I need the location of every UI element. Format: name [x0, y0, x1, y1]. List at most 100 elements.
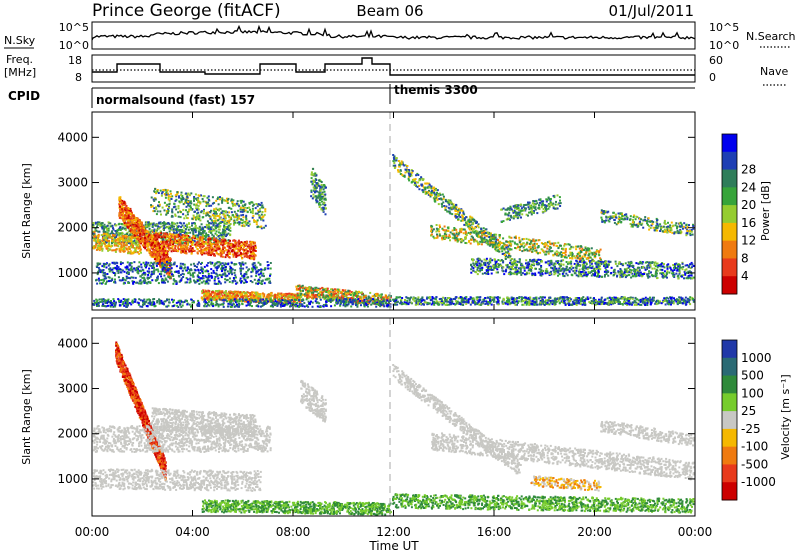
echo-cell [173, 237, 176, 240]
echo-cell [184, 244, 187, 247]
echo-cell [239, 299, 242, 302]
echo-cell [164, 281, 166, 284]
echo-cell [244, 206, 247, 209]
echo-cell [128, 209, 131, 212]
echo-cell [345, 294, 348, 297]
echo-cell [98, 242, 101, 244]
echo-cell [197, 236, 200, 239]
echo-cell [154, 240, 156, 243]
echo-cell [213, 294, 216, 297]
echo-cell [171, 273, 173, 276]
echo-cell [158, 273, 161, 276]
echo-cell [127, 268, 130, 271]
echo-cell [165, 253, 168, 256]
echo-cell [167, 258, 170, 261]
echo-cell [127, 273, 130, 275]
echo-cell [242, 291, 245, 293]
echo-cell [200, 262, 202, 265]
echo-cell [210, 243, 213, 246]
echo-cell [235, 216, 238, 218]
echo-cell [129, 277, 132, 280]
echo-cell [148, 223, 151, 226]
echo-cell [169, 266, 172, 269]
echo-cell [254, 244, 257, 247]
echo-cell [118, 212, 121, 215]
echo-cell [114, 274, 116, 277]
echo-cell [355, 293, 358, 296]
echo-cell [209, 238, 212, 241]
echo-cell [213, 208, 216, 211]
echo-cell [236, 219, 239, 222]
echo-cell [224, 217, 227, 220]
echo-cell [122, 219, 125, 222]
echo-cell [165, 258, 168, 261]
echo-cell [117, 272, 120, 274]
echo-cell [172, 278, 175, 281]
echo-cell [205, 226, 208, 229]
echo-cell [136, 237, 139, 240]
echo-cell [269, 267, 272, 270]
echo-cell [202, 234, 205, 237]
echo-cell [324, 296, 327, 299]
echo-cell [242, 224, 245, 227]
echo-cell [126, 233, 129, 235]
echo-cell [323, 298, 326, 301]
echo-cell [164, 248, 167, 250]
echo-cell [300, 292, 303, 295]
echo-cell [162, 281, 165, 284]
echo-cell [210, 262, 213, 265]
echo-cell [122, 248, 125, 251]
echo-cell [253, 241, 256, 244]
echo-cell [144, 225, 147, 228]
echo-cell [190, 202, 193, 205]
echo-cell [204, 270, 207, 273]
echo-cell [226, 242, 228, 245]
echo-cell [177, 238, 180, 241]
echo-cell [320, 181, 323, 183]
echo-cell [196, 251, 199, 254]
echo-cell [193, 249, 196, 252]
echo-cell [117, 276, 120, 279]
echo-cell [124, 214, 127, 217]
echo-cell [198, 236, 201, 239]
echo-cell [315, 190, 318, 193]
echo-cell [181, 250, 184, 253]
echo-cell [241, 244, 244, 247]
echo-cell [106, 233, 108, 236]
echo-cell [119, 261, 122, 264]
echo-cell [236, 281, 239, 284]
echo-cell [138, 252, 141, 255]
echo-cell [211, 236, 214, 239]
echo-cell [135, 267, 138, 270]
echo-cell [97, 248, 99, 251]
echo-cell [251, 267, 254, 270]
echo-cell [136, 251, 139, 254]
echo-cell [171, 233, 174, 236]
echo-cell [193, 199, 195, 202]
echo-cell [101, 237, 104, 240]
echo-cell [232, 199, 235, 202]
echo-cell [185, 192, 188, 195]
echo-cell [251, 281, 254, 284]
echo-cell [181, 231, 184, 233]
echo-cell [192, 262, 195, 265]
echo-cell [220, 274, 223, 277]
echo-cell [183, 263, 186, 266]
echo-cell [213, 248, 216, 251]
echo-cell [127, 214, 130, 217]
echo-cell [221, 210, 224, 213]
echo-cell [180, 279, 182, 282]
echo-cell [260, 206, 263, 209]
echo-cell [225, 263, 228, 266]
echo-cell [212, 229, 215, 232]
echo-cell [155, 268, 158, 271]
echo-cell [150, 235, 152, 238]
echo-cell [154, 187, 157, 190]
echo-cell [286, 293, 289, 296]
echo-cell [312, 167, 315, 170]
echo-cell [307, 297, 310, 300]
echo-cell [112, 227, 114, 230]
echo-cell [127, 213, 130, 216]
echo-cell [107, 264, 110, 267]
echo-cell [178, 200, 181, 203]
